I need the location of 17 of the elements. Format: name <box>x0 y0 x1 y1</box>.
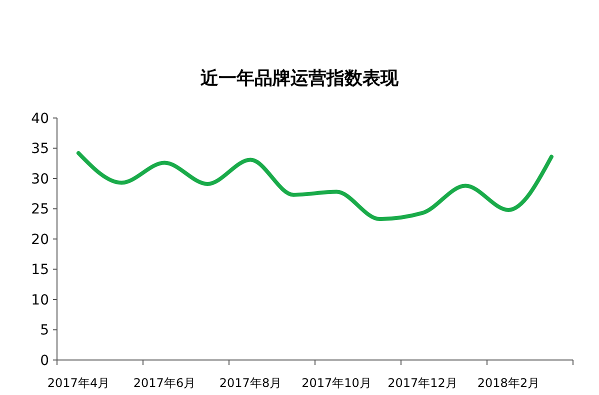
x-tick-label: 2017年10月 <box>302 376 372 390</box>
x-tick-label: 2017年4月 <box>47 376 110 390</box>
x-tick-label: 2017年6月 <box>133 376 196 390</box>
y-tick-label: 40 <box>31 110 49 127</box>
y-tick-label: 5 <box>40 322 49 339</box>
y-tick-label: 15 <box>31 262 49 278</box>
y-tick-label: 0 <box>40 352 49 369</box>
chart-title: 近一年品牌运营指数表现 <box>200 68 400 89</box>
y-tick-label: 30 <box>31 171 49 188</box>
x-tick-label: 2017年8月 <box>219 376 282 390</box>
x-tick-label: 2018年2月 <box>477 376 540 390</box>
y-tick-label: 10 <box>31 292 49 308</box>
y-tick-label: 25 <box>31 202 49 218</box>
y-tick-label: 20 <box>31 232 49 248</box>
y-tick-label: 35 <box>31 141 49 158</box>
x-tick-label: 2017年12月 <box>388 376 458 390</box>
line-series <box>76 151 554 222</box>
